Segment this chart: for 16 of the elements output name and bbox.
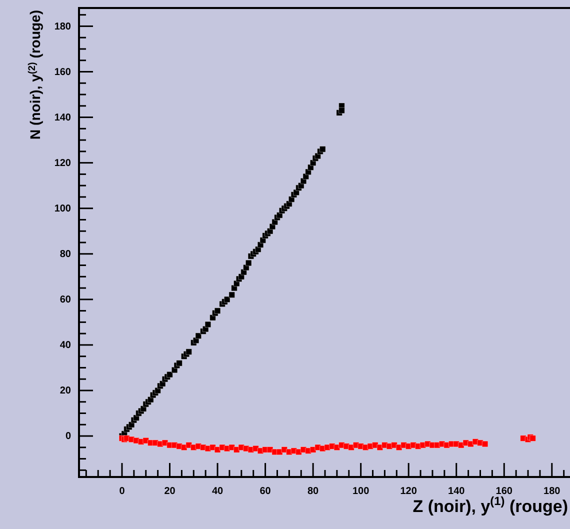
y-tick-label: 60 — [60, 294, 72, 306]
y-tick-label: 120 — [54, 158, 72, 170]
y-tick-label: 160 — [54, 66, 72, 78]
x-tick-label: 100 — [352, 486, 370, 498]
y-tick-label: 0 — [65, 431, 72, 442]
x-tick-label: 60 — [260, 486, 272, 498]
x-tick-label: 0 — [119, 486, 126, 498]
x-tick-label: 20 — [164, 486, 176, 498]
y-tick-label: 40 — [60, 340, 72, 352]
y-tick-label: 80 — [60, 249, 72, 260]
y-tick-label: 20 — [60, 386, 72, 397]
y-tick-label: 180 — [54, 21, 72, 32]
x-tick-label: 40 — [212, 486, 224, 498]
y-tick-label: 100 — [54, 204, 72, 215]
y-tick-label: 140 — [54, 112, 72, 124]
x-tick-label: 80 — [307, 486, 320, 498]
